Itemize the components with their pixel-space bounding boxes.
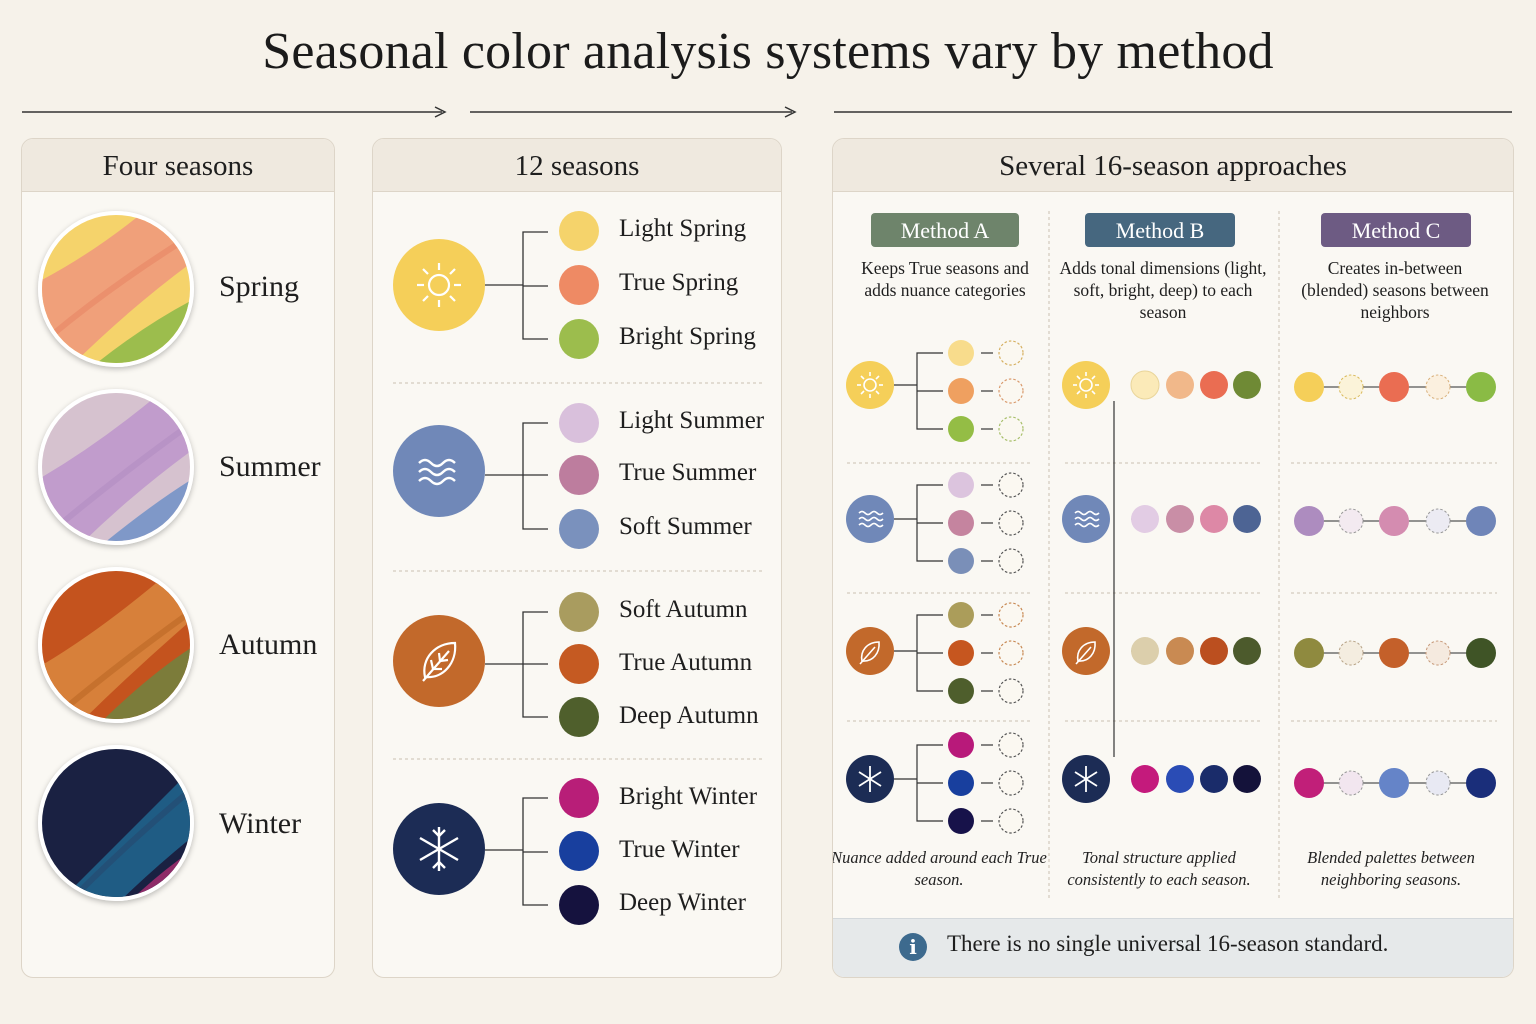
- swatch-true-spring: [559, 265, 599, 305]
- method-a-tag: Method A: [871, 213, 1019, 247]
- label-true-spring: True Spring: [619, 269, 739, 296]
- swatch-deep-winter: [559, 885, 599, 925]
- summer-fabric-swatch: [38, 389, 194, 545]
- sixteen-seasons-heading: Several 16-season approaches: [833, 139, 1513, 192]
- label-deep-autumn: Deep Autumn: [619, 702, 759, 729]
- label-soft-summer: Soft Summer: [619, 513, 752, 540]
- method-b-tag: Method B: [1085, 213, 1235, 247]
- info-icon: i: [899, 933, 927, 961]
- sun-icon: [393, 239, 485, 331]
- header-arrow-middle: [470, 106, 797, 118]
- method-c-description: Creates in-between (blended) seasons bet…: [1301, 258, 1489, 322]
- label-soft-autumn: Soft Autumn: [619, 596, 748, 623]
- method-a-caption: Nuance added around each True season.: [832, 848, 1047, 889]
- four-seasons-heading: Four seasons: [22, 139, 334, 192]
- swatch-soft-autumn: [559, 592, 599, 632]
- snowflake-icon: [393, 803, 485, 895]
- swatch-bright-winter: [559, 778, 599, 818]
- page-title: Seasonal color analysis systems vary by …: [262, 23, 1274, 80]
- label-true-summer: True Summer: [619, 459, 757, 486]
- twelve-seasons-tree-lines: [393, 231, 765, 906]
- leaf-icon: [393, 615, 485, 707]
- label-light-spring: Light Spring: [619, 215, 747, 242]
- swatch-true-summer: [559, 455, 599, 495]
- twelve-seasons-heading: 12 seasons: [373, 139, 781, 192]
- header-arrow-left: [22, 106, 447, 118]
- swatch-deep-autumn: [559, 697, 599, 737]
- winter-fabric-swatch: [38, 745, 194, 901]
- note-bar: i There is no single universal 16-season…: [833, 918, 1513, 977]
- label-bright-spring: Bright Spring: [619, 323, 756, 350]
- header-line-right: [834, 111, 1512, 113]
- swatch-true-autumn: [559, 644, 599, 684]
- label-light-summer: Light Summer: [619, 407, 765, 434]
- twelve-seasons-panel: 12 seasons Light: [372, 138, 782, 978]
- label-true-winter: True Winter: [619, 836, 740, 863]
- sixteen-seasons-diagram: [846, 211, 1497, 901]
- waves-icon: [393, 425, 485, 517]
- swatch-true-winter: [559, 831, 599, 871]
- method-c-caption: Blended palettes between neighboring sea…: [1307, 848, 1475, 889]
- swatch-light-summer: [559, 403, 599, 443]
- season-name-autumn: Autumn: [219, 628, 318, 661]
- spring-fabric-swatch: [38, 211, 194, 367]
- swatch-bright-spring: [559, 319, 599, 359]
- label-deep-winter: Deep Winter: [619, 889, 746, 916]
- method-c-tag: Method C: [1321, 213, 1471, 247]
- method-a-description: Keeps True seasons and adds nuance categ…: [861, 258, 1029, 300]
- label-true-autumn: True Autumn: [619, 649, 753, 676]
- season-name-spring: Spring: [219, 270, 300, 303]
- autumn-fabric-swatch: [38, 567, 194, 723]
- method-b-description: Adds tonal dimensions (light, soft, brig…: [1059, 258, 1267, 322]
- season-name-winter: Winter: [219, 807, 302, 840]
- season-name-summer: Summer: [219, 450, 321, 483]
- label-bright-winter: Bright Winter: [619, 783, 758, 810]
- method-b-caption: Tonal structure applied consistently to …: [1067, 848, 1251, 889]
- swatch-light-spring: [559, 211, 599, 251]
- four-seasons-panel: Four seasons Spring Summer Autumn: [21, 138, 335, 978]
- note-text: There is no single universal 16-season s…: [947, 931, 1389, 956]
- sixteen-seasons-panel: Several 16-season approaches Method A Me…: [832, 138, 1514, 978]
- swatch-soft-summer: [559, 509, 599, 549]
